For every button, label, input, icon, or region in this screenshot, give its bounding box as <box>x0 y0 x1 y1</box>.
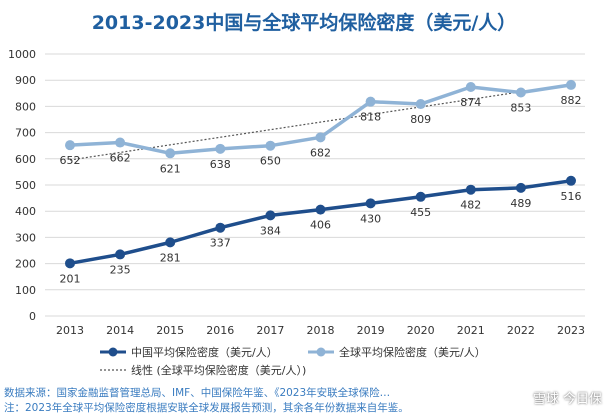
data-point <box>365 198 376 209</box>
data-point <box>65 140 75 151</box>
data-point <box>566 79 576 90</box>
y-tick-label: 300 <box>15 231 36 244</box>
data-point <box>566 175 576 186</box>
data-point <box>215 222 226 233</box>
data-label: 489 <box>510 197 531 210</box>
data-point <box>415 99 426 110</box>
data-point <box>465 184 476 195</box>
watermark: 雪球 今日保 <box>532 392 602 407</box>
data-label: 384 <box>260 224 281 237</box>
y-tick-label: 800 <box>15 100 36 113</box>
data-point <box>215 143 226 154</box>
legend-china-marker <box>108 347 118 357</box>
y-tick-label: 0 <box>29 310 36 323</box>
data-point <box>415 191 426 202</box>
x-tick-label: 2022 <box>507 324 535 337</box>
y-tick-label: 700 <box>15 127 36 140</box>
data-label: 882 <box>561 94 582 107</box>
data-point <box>315 204 326 215</box>
y-tick-label: 600 <box>15 153 36 166</box>
x-tick-label: 2013 <box>56 324 84 337</box>
legend-global-marker <box>316 347 326 357</box>
data-point <box>465 82 476 93</box>
data-label: 652 <box>60 154 81 167</box>
data-label: 430 <box>360 212 381 225</box>
data-label: 682 <box>310 146 331 159</box>
source-note: 数据来源：国家金融监督管理总局、IMF、中国保险年鉴、《2023年安联全球保险… <box>4 387 391 399</box>
legend-global-label: 全球平均保险密度（美元/人） <box>339 345 486 359</box>
x-tick-label: 2020 <box>407 324 435 337</box>
data-label: 281 <box>160 251 181 264</box>
x-tick-label: 2019 <box>357 324 385 337</box>
chart-title: 2013-2023中国与全球平均保险密度（美元/人） <box>91 12 517 34</box>
data-label: 638 <box>210 158 231 171</box>
global-series-line <box>69 83 572 156</box>
data-point <box>365 96 376 107</box>
chart-footer: 数据来源：国家金融监督管理总局、IMF、中国保险年鉴、《2023年安联全球保险…… <box>4 386 409 416</box>
data-label: 337 <box>210 237 231 250</box>
data-point <box>265 140 276 151</box>
x-tick-label: 2017 <box>256 324 284 337</box>
data-point <box>165 148 176 159</box>
legend-trendline-label: 线性 (全球平均保险密度（美元/人）) <box>131 363 306 377</box>
data-point <box>515 87 526 98</box>
data-point <box>115 137 126 148</box>
x-tick-label: 2015 <box>156 324 184 337</box>
x-tick-label: 2018 <box>307 324 335 337</box>
data-label: 455 <box>410 206 431 219</box>
footnote: 注：2023年全球平均保险密度根据安联全球发展报告预测，其余各年份数据来自年鉴。 <box>4 402 409 414</box>
y-tick-label: 200 <box>15 258 36 271</box>
data-point <box>315 132 326 143</box>
y-tick-label: 1000 <box>8 48 36 61</box>
data-label: 516 <box>561 190 582 203</box>
y-tick-label: 400 <box>15 205 36 218</box>
x-tick-label: 2021 <box>457 324 485 337</box>
data-label: 853 <box>510 102 531 115</box>
data-label: 874 <box>460 96 481 109</box>
data-label: 662 <box>110 152 131 165</box>
data-label: 482 <box>460 199 481 212</box>
data-label: 650 <box>260 155 281 168</box>
y-tick-label: 100 <box>15 284 36 297</box>
data-label: 809 <box>410 113 431 126</box>
y-tick-label: 900 <box>15 74 36 87</box>
legend-china-label: 中国平均保险密度（美元/人） <box>131 345 278 359</box>
data-point <box>165 237 176 248</box>
data-label: 201 <box>60 272 81 285</box>
data-label: 621 <box>160 162 181 175</box>
x-tick-label: 2023 <box>557 324 585 337</box>
x-tick-label: 2016 <box>206 324 234 337</box>
data-point <box>265 210 276 221</box>
trendline <box>69 83 572 161</box>
data-label: 406 <box>310 219 331 232</box>
data-point <box>515 182 526 193</box>
data-point <box>115 249 126 260</box>
data-label: 235 <box>110 263 131 276</box>
data-label: 818 <box>360 111 381 124</box>
x-tick-label: 2014 <box>106 324 134 337</box>
data-point <box>65 258 75 269</box>
y-tick-label: 500 <box>15 179 36 192</box>
